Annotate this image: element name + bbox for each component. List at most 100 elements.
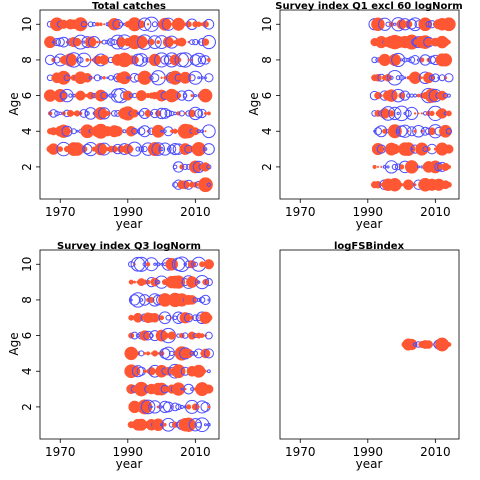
panel-survey-q3: Survey index Q3 logNorm 1970 1990 2010 2 4 6 8… [7,241,220,471]
plot-frame [279,9,460,200]
bubble-positive [387,69,403,86]
bubble-positive [190,387,194,391]
bubble-negative [159,315,165,321]
bubble-negative [187,295,197,305]
bubble-positive [170,402,180,412]
bubble-negative [380,165,383,168]
y-axis-label: Age [7,332,21,355]
bubble-positive [406,18,417,30]
bubble-negative [404,160,419,174]
bubble-negative [205,314,213,322]
chart-title: Survey index Q3 logNorm [57,241,201,252]
bubble-positive [192,350,199,357]
bubble-positive [386,165,390,169]
bubble-positive [204,73,214,83]
bubble-positive [371,56,378,64]
bubble-positive [61,125,73,137]
y-tick-label: 4 [20,367,34,375]
bubble-negative [137,20,146,29]
bubble-positive [137,17,152,32]
bubble-negative [143,369,147,373]
bubble-positive [88,75,93,80]
bubble-negative [154,56,162,64]
bubble-negative [191,141,206,157]
bubble-positive [100,91,109,100]
bubble-positive [175,403,182,411]
bubble-positive [98,75,103,80]
bubble-negative [184,40,187,44]
bubble-positive [396,111,400,116]
bubble-negative [200,348,211,359]
bubble-positive [134,53,149,67]
bubble-positive [165,314,172,321]
bubble-negative [163,423,167,427]
bubble-negative [144,109,152,117]
bubble-positive [128,93,134,98]
bubble-positive [203,348,214,359]
bubble-negative [387,124,402,139]
bubble-negative [200,162,211,172]
bubble-positive [138,146,145,152]
bubble-negative [150,277,160,287]
bubble-positive [158,400,172,414]
bubble-positive [75,129,79,133]
bubble-positive [164,109,173,118]
bubble-negative [420,112,423,115]
x-tick-label: 1990 [113,205,144,219]
bubble-positive [140,399,156,415]
bubble-positive [413,93,417,98]
chart-title: Total catches [92,1,166,12]
bubble-positive [204,423,207,427]
bubble-negative [95,40,99,44]
y-tick-label: 6 [20,332,34,340]
y-tick-label: 10 [260,17,274,32]
x-axis-label: year [116,217,143,231]
bubble-negative [119,129,123,133]
bubble-negative [409,182,414,187]
bubble-positive [203,147,208,151]
panel-total-catches: Total catches 1970 1990 2010 2 4 6 8 10 year Ag… [7,1,220,231]
bubble-negative [85,58,90,62]
bubble-negative [188,109,196,118]
bubble-positive [151,21,158,28]
bubble-negative [202,20,209,28]
bubble-positive [197,55,207,65]
bubble-positive [416,165,420,169]
bubble-negative [89,58,92,62]
x-axis-label: year [116,457,143,471]
bubble-negative [204,384,214,394]
bubble-positive [197,280,201,284]
bubble-positive [162,401,174,413]
bubble-positive [425,21,432,28]
x-tick-label: 2010 [420,445,451,459]
x-tick-label: 2010 [180,445,211,459]
x-tick-label: 1970 [45,205,76,219]
bubble-positive [150,405,153,409]
y-axis-label: Age [7,92,21,115]
bubble-negative [102,76,106,80]
y-tick-label: 10 [20,257,34,272]
bubble-negative [446,164,452,170]
bubble-positive [398,124,412,138]
bubble-positive [204,278,213,287]
bubble-positive [110,110,118,117]
bubble-negative [439,124,452,138]
bubble-positive [58,111,63,116]
bubble-positive [87,21,94,28]
x-axis-label: year [356,217,383,231]
bubble-positive [141,146,148,153]
bubble-positive [203,18,215,30]
bubble-positive [194,108,204,118]
bubble-positive [108,74,114,81]
bubble-negative [407,130,410,133]
bubble-negative [378,21,384,27]
bubble-negative [420,76,424,80]
y-tick-label: 8 [20,56,34,64]
bubble-positive [207,298,211,302]
bubble-positive [382,165,387,169]
bubble-positive [160,129,164,133]
bubble-positive [52,38,61,47]
bubble-positive [172,315,178,321]
y-tick-label: 8 [20,296,34,304]
plot-area: 1970 1990 2010 2 4 6 8 10 [260,9,460,219]
